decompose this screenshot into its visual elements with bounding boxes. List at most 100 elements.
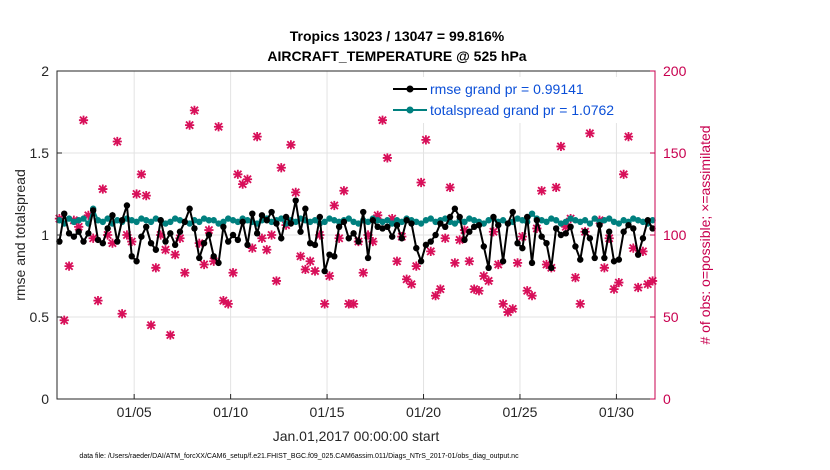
totalspread-point bbox=[634, 217, 642, 224]
obs-count-point bbox=[382, 153, 392, 163]
rmse-point bbox=[355, 238, 362, 245]
obs-count-point bbox=[455, 235, 465, 245]
rmse-point bbox=[639, 235, 647, 242]
obs-count-point bbox=[122, 230, 132, 240]
obs-count-point bbox=[64, 261, 74, 271]
obs-count-point bbox=[136, 169, 146, 179]
rmse-point bbox=[552, 225, 560, 232]
totalspread-point bbox=[417, 220, 425, 227]
rmse-point bbox=[114, 238, 121, 245]
totalspread-point bbox=[56, 217, 63, 224]
totalspread-point bbox=[220, 218, 227, 226]
obs-count-point bbox=[421, 135, 431, 145]
obs-count-point bbox=[638, 246, 648, 256]
obs-count-point bbox=[561, 222, 571, 232]
obs-count-point bbox=[512, 258, 523, 268]
rmse-point bbox=[605, 228, 613, 235]
obs-count-point bbox=[103, 230, 113, 240]
obs-count-point bbox=[570, 273, 581, 283]
rmse-point bbox=[340, 218, 348, 226]
totalspread-point bbox=[470, 217, 478, 224]
obs-count-point bbox=[262, 245, 272, 255]
obs-count-point bbox=[464, 256, 474, 266]
rmse-point bbox=[596, 221, 603, 229]
obs-count-point bbox=[517, 232, 527, 242]
obs-count-point bbox=[363, 230, 373, 240]
rmse-point bbox=[557, 231, 565, 239]
obs-count-point bbox=[406, 279, 417, 289]
rmse-point bbox=[485, 264, 492, 271]
rmse-point bbox=[128, 253, 135, 260]
totalspread-point bbox=[331, 217, 338, 224]
obs-count-point bbox=[493, 259, 503, 270]
totalspread-point bbox=[557, 220, 565, 227]
rmse-point bbox=[162, 238, 169, 245]
totalspread-point bbox=[167, 218, 174, 226]
rmse-point bbox=[466, 228, 473, 235]
rmse-point bbox=[104, 225, 111, 232]
rmse-point bbox=[345, 235, 352, 242]
rmse-point bbox=[268, 208, 275, 216]
totalspread-series bbox=[56, 205, 656, 227]
obs-count-point bbox=[131, 189, 142, 199]
legend: rmse grand pr = 0.99141 totalspread gran… bbox=[387, 77, 653, 123]
rmse-point bbox=[369, 217, 377, 224]
totalspread-point bbox=[200, 215, 208, 222]
totalspread-point bbox=[234, 218, 242, 226]
rmse-point bbox=[191, 225, 198, 232]
rmse-point bbox=[442, 223, 449, 230]
rmse-point bbox=[620, 228, 627, 235]
y-tick-label: 0 bbox=[41, 391, 49, 407]
rmse-point bbox=[229, 231, 237, 239]
obs-count-point bbox=[242, 174, 253, 184]
obs-count-point bbox=[223, 299, 233, 309]
totalspread-point bbox=[268, 218, 275, 226]
totalspread-point bbox=[379, 218, 386, 226]
totalspread-point bbox=[70, 218, 78, 226]
totalspread-point bbox=[427, 215, 434, 222]
rmse-point bbox=[249, 210, 256, 217]
rmse-point bbox=[543, 240, 550, 247]
totalspread-point bbox=[601, 217, 608, 224]
rmse-point bbox=[379, 225, 386, 232]
rmse-point bbox=[577, 256, 584, 263]
obs-count-point bbox=[189, 105, 200, 115]
rmse-point bbox=[374, 223, 381, 230]
obs-count-point bbox=[74, 222, 84, 232]
totalspread-point bbox=[543, 218, 550, 226]
obs-count-point bbox=[199, 259, 209, 270]
obs-count-point bbox=[78, 115, 89, 125]
totalspread-point bbox=[321, 218, 328, 226]
totalspread-point bbox=[384, 217, 391, 224]
rmse-point bbox=[470, 223, 478, 230]
rmse-point bbox=[475, 221, 483, 229]
rmse-point bbox=[480, 243, 487, 250]
rmse-point bbox=[147, 240, 155, 247]
obs-count-point bbox=[348, 299, 359, 309]
totalspread-point bbox=[229, 217, 237, 224]
totalspread-point bbox=[577, 218, 584, 226]
rmse-point bbox=[495, 221, 502, 229]
totalspread-point bbox=[586, 220, 594, 227]
totalspread-point bbox=[572, 217, 579, 224]
rmse-point bbox=[499, 258, 507, 265]
totalspread-point bbox=[461, 218, 468, 226]
rmse-point bbox=[94, 236, 102, 244]
rmse-point bbox=[56, 238, 63, 245]
totalspread-point bbox=[620, 217, 627, 224]
obs-count-point bbox=[537, 186, 547, 196]
obs-count-point bbox=[479, 271, 489, 281]
rmse-point bbox=[133, 258, 140, 265]
rmse-point bbox=[225, 238, 232, 245]
obs-count-point bbox=[291, 187, 301, 197]
obs-count-point bbox=[233, 169, 243, 179]
rmse-point bbox=[446, 213, 454, 221]
totalspread-point bbox=[350, 218, 357, 226]
rmse-point bbox=[200, 240, 208, 247]
totalspread-point bbox=[292, 218, 299, 226]
x-tick-label: 01/05 bbox=[117, 404, 152, 420]
totalspread-point bbox=[128, 217, 135, 224]
totalspread-point bbox=[215, 220, 222, 227]
rmse-point bbox=[171, 241, 179, 249]
totalspread-point bbox=[442, 215, 449, 222]
